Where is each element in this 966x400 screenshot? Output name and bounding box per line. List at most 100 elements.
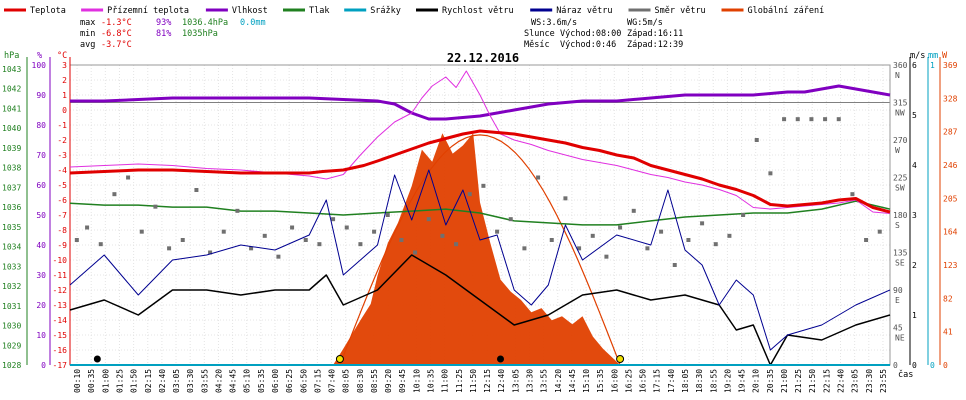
moon-marker-0: [93, 355, 101, 363]
wind-speed-info: WS:3.6m/s: [531, 18, 577, 28]
time-tick-35: 14:45: [568, 369, 577, 393]
series-prizemni-teplota-line: [69, 70, 891, 214]
direction-compass-tick-1: NW: [895, 109, 905, 118]
series-smer-vetru-point-8: [180, 238, 185, 242]
stats-precip: 0.0mm: [240, 18, 266, 28]
precip-tick-0: 1: [930, 61, 935, 70]
radiation-tick-6: 123: [943, 261, 958, 270]
plot-area: [69, 70, 891, 366]
series-smer-vetru-point-20: [344, 225, 349, 230]
time-tick-0: 00:10: [73, 369, 82, 393]
precip-unit-label: mm: [928, 51, 938, 61]
humidity-tick-3: 70: [36, 151, 46, 160]
legend-label-4: Srážky: [370, 6, 401, 16]
time-tick-13: 05:35: [257, 369, 266, 393]
humidity-tick-6: 40: [36, 241, 46, 250]
time-tick-54: 22:40: [837, 369, 846, 393]
series-smer-vetru-point-17: [303, 238, 308, 242]
series-vlhkost-line: [70, 84, 891, 121]
temperature-tick-1: 2: [62, 76, 67, 85]
wind-tick-0: 6: [912, 61, 917, 70]
pressure-tick-10: 1033: [2, 262, 21, 271]
direction-compass-tick-3: SW: [895, 184, 905, 193]
series-smer-vetru-point-0: [74, 238, 79, 242]
radiation-tick-1: 328: [943, 94, 958, 103]
pressure-tick-15: 1028: [2, 361, 21, 370]
series-smer-vetru-point-49: [741, 213, 746, 217]
series-smer-vetru-point-52: [782, 117, 787, 122]
temperature-tick-18: -15: [53, 331, 68, 340]
time-tick-42: 17:40: [667, 369, 676, 393]
series-smer-vetru-point-18: [317, 242, 322, 247]
time-tick-50: 21:00: [780, 369, 789, 393]
stats-min-hum: 81%: [156, 29, 171, 39]
legend-label-3: Tlak: [309, 6, 329, 16]
temperature-tick-19: -16: [53, 346, 68, 355]
stats-max-press: 1036.4hPa: [182, 18, 228, 28]
legend-label-1: Přízemní teplota: [107, 6, 189, 16]
series-smer-vetru-point-2: [98, 242, 103, 247]
time-tick-48: 20:10: [752, 369, 761, 393]
time-tick-56: 23:30: [865, 369, 874, 393]
moon-marker-1: [497, 355, 504, 363]
direction-degree-tick-1: 315: [893, 99, 908, 108]
temperature-tick-13: -10: [53, 256, 68, 265]
precip-tick-1: 0: [930, 361, 935, 370]
time-tick-3: 01:25: [115, 369, 124, 393]
time-tick-34: 14:20: [554, 369, 563, 393]
legend: Teplota Přízemní teplota Vlhkost Tlak Srážky…: [4, 6, 824, 16]
time-tick-33: 13:55: [540, 369, 549, 393]
time-tick-9: 03:55: [200, 369, 209, 393]
series-smer-vetru-point-26: [426, 217, 431, 222]
series-rychlost-vetru-line: [69, 254, 891, 366]
series-globalni-zareni-area: [333, 133, 621, 365]
series-smer-vetru-point-9: [194, 188, 199, 192]
chart-date-title: 22.12.2016: [447, 51, 519, 65]
time-tick-41: 17:15: [653, 369, 662, 393]
time-tick-52: 21:50: [808, 369, 817, 393]
humidity-tick-9: 10: [36, 331, 46, 340]
series-smer-vetru-point-44: [672, 263, 677, 267]
series-smer-vetru-point-14: [262, 233, 267, 238]
series-smer-vetru-point-1: [85, 225, 90, 230]
radiation-tick-8: 41: [943, 328, 953, 337]
series-smer-vetru-point-39: [604, 254, 609, 259]
direction-degree-tick-6: 90: [893, 286, 903, 295]
time-tick-4: 01:50: [130, 369, 139, 393]
series-smer-vetru-point-51: [768, 171, 773, 176]
radiation-tick-4: 205: [943, 194, 958, 203]
time-tick-55: 23:05: [851, 369, 860, 393]
time-tick-26: 11:00: [441, 369, 450, 393]
wind-tick-4: 2: [912, 261, 917, 270]
series-smer-vetru-point-7: [167, 246, 172, 251]
series-smer-vetru-point-43: [659, 229, 664, 234]
pressure-tick-13: 1030: [2, 322, 21, 331]
humidity-tick-1: 90: [36, 91, 46, 100]
series-smer-vetru-point-59: [877, 229, 882, 234]
time-axis: 00:10 00:35 01:00 01:25 01:50 02:15 02:40 03:05…: [70, 364, 890, 393]
series-smer-vetru-point-37: [577, 246, 582, 251]
direction-degree-tick-8: 0: [893, 361, 898, 370]
pressure-tick-14: 1029: [2, 341, 21, 350]
wind-tick-6: 0: [912, 361, 917, 370]
stats-max-temp: -1.3°C: [101, 18, 132, 28]
axes: 1043104210411040103910381037103610351034…: [2, 57, 958, 370]
pressure-unit-label: hPa: [4, 51, 19, 61]
series-smer-vetru-point-46: [700, 221, 705, 226]
temperature-tick-5: -2: [57, 136, 67, 145]
time-tick-57: 23:55: [879, 369, 888, 393]
pressure-tick-5: 1038: [2, 164, 21, 173]
humidity-tick-5: 50: [36, 211, 46, 220]
time-tick-44: 18:30: [695, 369, 704, 393]
temperature-tick-6: -3: [57, 151, 67, 160]
time-tick-40: 16:50: [639, 369, 648, 393]
time-tick-27: 11:25: [455, 369, 464, 393]
time-tick-12: 05:10: [243, 369, 252, 393]
series-smer-vetru-point-45: [686, 238, 691, 242]
temperature-tick-14: -11: [53, 271, 68, 280]
moon-set: Západ:12:39: [627, 40, 683, 50]
time-tick-29: 12:15: [483, 369, 492, 393]
series-smer-vetru-point-48: [727, 233, 732, 238]
legend-label-5: Rychlost větru: [442, 6, 514, 16]
